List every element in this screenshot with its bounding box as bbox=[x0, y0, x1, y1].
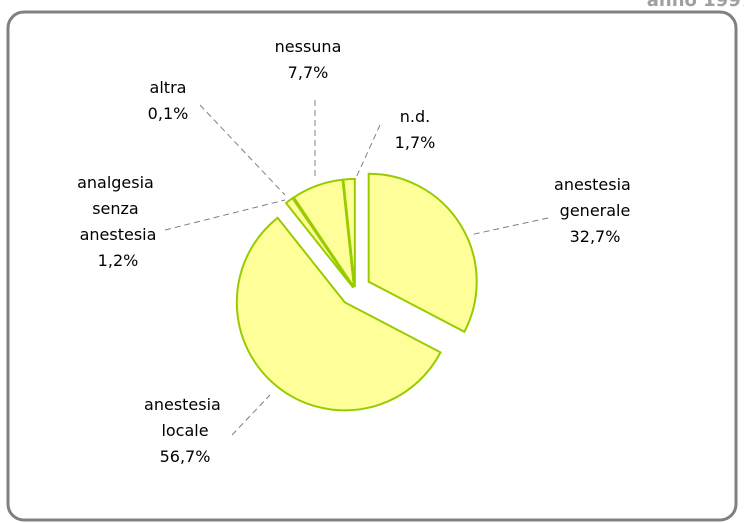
label-line: anestesia bbox=[80, 225, 157, 244]
slice-label: altra bbox=[150, 78, 187, 97]
label-line: nessuna bbox=[275, 37, 342, 56]
label-line: altra bbox=[150, 78, 187, 97]
leader-line bbox=[231, 394, 271, 436]
slice-label: analgesia senza anestesia bbox=[77, 173, 159, 244]
chart-title: anno 1997 bbox=[647, 0, 744, 11]
value-label: 7,7% bbox=[288, 63, 329, 82]
label-line: anestesia bbox=[554, 175, 636, 194]
value-label: 1,2% bbox=[98, 251, 139, 270]
label-line: anestesia bbox=[144, 395, 226, 414]
leader-line bbox=[164, 199, 286, 231]
label-line: generale bbox=[560, 201, 631, 220]
slice-label: anestesia locale bbox=[144, 395, 226, 440]
label-line: senza bbox=[92, 199, 144, 218]
value-label: 32,7% bbox=[570, 227, 621, 246]
label-line: n.d. bbox=[400, 107, 430, 126]
slice-label: n.d. bbox=[400, 107, 430, 126]
leader-line bbox=[469, 217, 549, 236]
pie-slice bbox=[235, 216, 442, 412]
pie-slice bbox=[342, 178, 356, 288]
leader-line bbox=[354, 124, 381, 181]
value-label: 0,1% bbox=[148, 104, 189, 123]
value-label: 56,7% bbox=[160, 447, 211, 466]
leader-line bbox=[199, 104, 286, 196]
slice-label: nessuna bbox=[275, 37, 342, 56]
slice-label: anestesia generale bbox=[554, 175, 636, 220]
label-line: locale bbox=[161, 421, 208, 440]
pie-slice bbox=[367, 172, 478, 334]
value-label: 1,7% bbox=[395, 133, 436, 152]
label-line: analgesia bbox=[77, 173, 159, 192]
